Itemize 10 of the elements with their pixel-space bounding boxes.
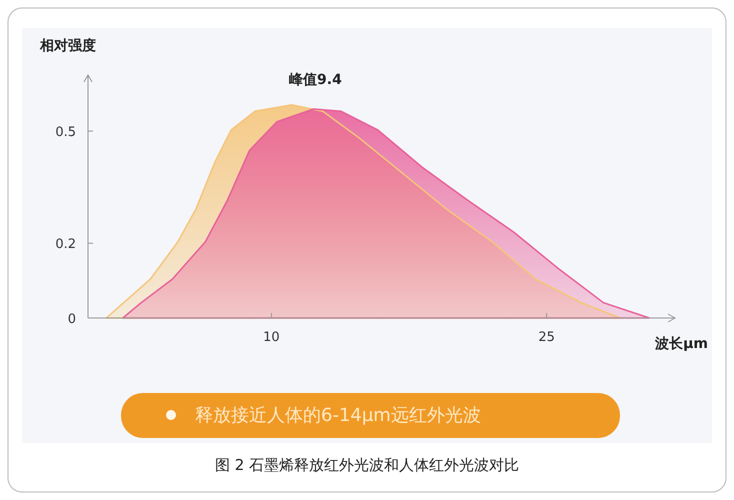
y-axis-title: 相对强度: [39, 37, 96, 54]
annotation: 峰值9.4: [289, 72, 342, 88]
x-tick-label: 25: [538, 330, 555, 345]
x-axis-title: 波长μm: [654, 336, 708, 352]
text: 释放接近人体的6-14μm远红外光波: [195, 405, 481, 426]
y-tick-label: 0.2: [55, 237, 76, 252]
y-tick-label: 0: [68, 312, 76, 327]
x-tick-label: 10: [263, 330, 280, 345]
y-tick-label: 0.5: [55, 125, 76, 140]
caption: 图 2 石墨烯释放红外光波和人体红外光波对比: [214, 456, 520, 474]
